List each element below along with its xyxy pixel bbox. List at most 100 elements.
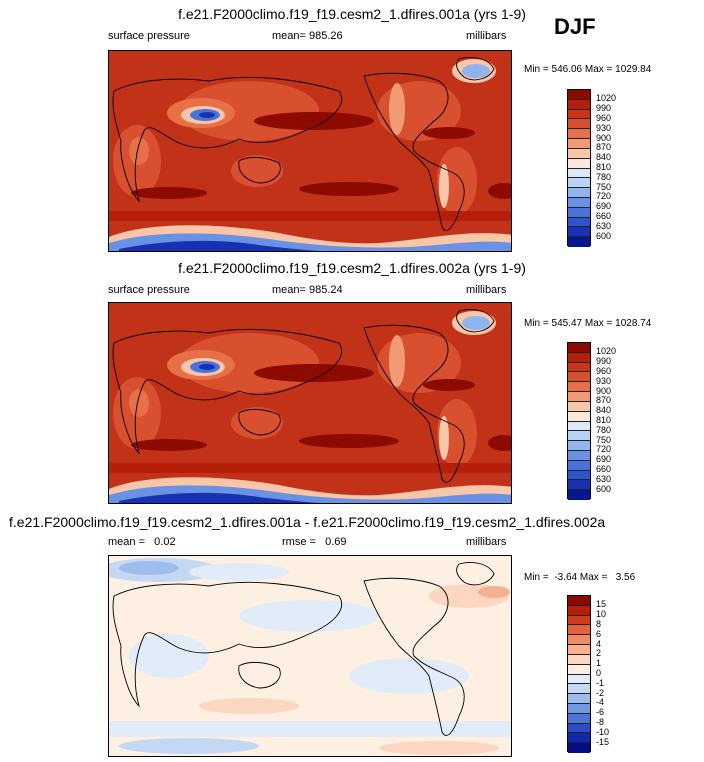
colorbar-swatch (568, 90, 590, 100)
arctic-neg-core (119, 561, 179, 575)
colorbar-swatch (568, 411, 590, 422)
panel1-units-label: millibars (466, 30, 507, 42)
npacific-high (254, 112, 374, 130)
colorbar-swatch (568, 197, 590, 208)
colorbar-swatch (568, 139, 590, 149)
colorbar-swatch (568, 703, 590, 714)
colorbar-tick-label: 930 (596, 122, 612, 133)
panel1-title: f.e21.F2000climo.f19_f19.cesm2_1.dfires.… (178, 6, 526, 22)
colorbar-swatch (568, 158, 590, 169)
colorbar-tick-label: 660 (596, 211, 612, 222)
colorbar-swatch (568, 362, 590, 373)
colorbar-tick-label: -2 (596, 687, 605, 698)
colorbar-tick-label: -8 (596, 717, 605, 728)
tibet-center (199, 112, 215, 118)
panel3-minmax-label: Min = -3.64 Max = 3.56 (524, 572, 636, 583)
colorbar-tick-label: 1 (596, 658, 602, 669)
australia-coastline (238, 661, 281, 689)
colorbar-tick-label: 660 (596, 464, 612, 475)
panel2-title: f.e21.F2000climo.f19_f19.cesm2_1.dfires.… (178, 260, 526, 276)
colorbar-swatch (568, 109, 590, 120)
panel3-map-svg (109, 556, 511, 756)
colorbar-swatch (568, 664, 590, 675)
satlantic-high (488, 435, 511, 451)
colorbar-swatch (568, 743, 590, 753)
colorbar-tick-label: 900 (596, 132, 612, 143)
greenland-coastline (456, 57, 495, 81)
panel3-rmse-label: rmse = 0.69 (282, 536, 347, 548)
colorbar-tick-label: 600 (596, 483, 612, 494)
colorbar-swatch (568, 168, 590, 179)
colorbar-swatch (568, 674, 590, 685)
natlantic-pos-core (478, 586, 510, 598)
americas-coastline (363, 577, 465, 736)
colorbar-tick-label: 1020 (596, 93, 617, 104)
colorbar-tick-label: 750 (596, 181, 612, 192)
antarctic-pos (379, 741, 499, 755)
colorbar-tick-label: 870 (596, 142, 612, 153)
panel3-map (108, 555, 512, 757)
colorbar-tick-label: 960 (596, 365, 612, 376)
colorbar-tick-label: 8 (596, 618, 602, 629)
npacific-high (254, 364, 374, 382)
panel1-variable-label: surface pressure (108, 30, 190, 42)
panel1-minmax-label: Min = 546.06 Max = 1029.84 (524, 64, 652, 75)
colorbar-tick-label: -15 (596, 736, 610, 747)
colorbar-swatch (568, 188, 590, 198)
colorbar-swatch (568, 470, 590, 481)
panel2-map-svg (109, 303, 511, 503)
panel2-map (108, 302, 512, 504)
panel1-colorbar (567, 89, 591, 247)
panel3-mean-label: mean = 0.02 (108, 536, 176, 548)
colorbar-swatch (568, 217, 590, 228)
colorbar-swatch (568, 723, 590, 734)
southern-ocean-low (109, 463, 511, 473)
colorbar-swatch (568, 596, 590, 606)
colorbar-tick-label: 0 (596, 668, 602, 678)
indian-neg (129, 634, 209, 678)
australia-coastline (238, 408, 281, 436)
greenland-core (462, 64, 490, 78)
colorbar-swatch (568, 372, 590, 383)
colorbar-swatch (568, 694, 590, 704)
colorbar-tick-label: 6 (596, 628, 602, 639)
eurasia-africa-coastline (112, 581, 343, 708)
americas-coastline (363, 72, 465, 231)
colorbar-swatch (568, 99, 590, 110)
panel2-colorbar (567, 342, 591, 500)
colorbar-tick-label: 780 (596, 424, 612, 435)
colorbar-tick-label: 990 (596, 103, 612, 114)
sindian-high (131, 187, 207, 199)
colorbar-tick-label: 720 (596, 444, 612, 455)
colorbar-swatch (568, 480, 590, 491)
colorbar-tick-label: 810 (596, 415, 612, 425)
southern-ocean-neg (109, 721, 511, 737)
panel1-map (108, 50, 512, 252)
australia-coastline (238, 156, 281, 184)
panel1-mean-label: mean= 985.26 (272, 30, 343, 42)
colorbar-swatch (568, 684, 590, 695)
panel2-units-label: millibars (466, 284, 507, 296)
panel2-minmax-label: Min = 545.47 Max = 1028.74 (524, 318, 652, 329)
colorbar-swatch (568, 237, 590, 247)
colorbar-tick-label: 960 (596, 112, 612, 123)
rockies (389, 335, 405, 387)
colorbar-swatch (568, 635, 590, 646)
siberia-neg (189, 563, 289, 581)
colorbar-swatch (568, 460, 590, 471)
colorbar-swatch (568, 207, 590, 218)
colorbar-swatch (568, 148, 590, 159)
eurasia-africa-coastline (112, 328, 343, 455)
greenland-core (462, 316, 490, 330)
americas-coastline (363, 324, 465, 483)
colorbar-tick-label: 810 (596, 162, 612, 172)
colorbar-tick-label: 750 (596, 434, 612, 445)
colorbar-swatch (568, 605, 590, 616)
colorbar-tick-label: 870 (596, 395, 612, 406)
colorbar-tick-label: 840 (596, 152, 612, 163)
colorbar-swatch (568, 490, 590, 500)
colorbar-tick-label: -1 (596, 677, 605, 688)
colorbar-tick-label: 1020 (596, 346, 617, 357)
andes (439, 164, 449, 208)
colorbar-swatch (568, 431, 590, 442)
